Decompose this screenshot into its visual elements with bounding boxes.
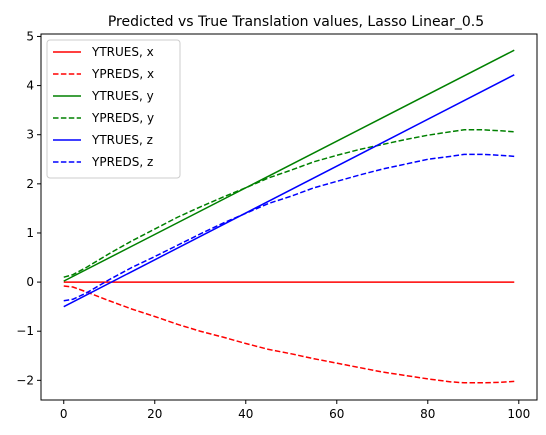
chart-title: Predicted vs True Translation values, La… — [108, 14, 484, 30]
x-tick-label: 100 — [507, 407, 530, 421]
legend-label: YPREDS, y — [91, 111, 154, 125]
x-axis-ticks: 0 20 40 60 80 100 — [60, 400, 530, 421]
y-tick-label: 5 — [26, 29, 34, 43]
legend-label: YTRUES, y — [91, 89, 154, 103]
x-tick-label: 0 — [60, 407, 68, 421]
x-tick-label: 60 — [329, 407, 344, 421]
series-line-4 — [63, 129, 515, 278]
series-line-6 — [63, 153, 515, 302]
y-tick-label: 3 — [26, 128, 34, 142]
y-tick-label: −1 — [16, 324, 34, 338]
y-tick-label: 1 — [26, 226, 34, 240]
x-tick-label: 80 — [420, 407, 435, 421]
legend-label: YTRUES, x — [91, 45, 154, 59]
y-tick-label: −2 — [16, 373, 34, 387]
y-tick-label: 2 — [26, 177, 34, 191]
legend-label: YPREDS, x — [91, 67, 154, 81]
legend: YTRUES, x YPREDS, x YTRUES, y YPREDS, y YTRU… — [46, 39, 181, 179]
series-line-5 — [63, 74, 515, 308]
legend-label: YPREDS, z — [91, 155, 153, 169]
plot-lines — [63, 49, 515, 384]
y-tick-label: 4 — [26, 79, 34, 93]
series-line-3 — [63, 49, 515, 282]
x-tick-label: 40 — [238, 407, 253, 421]
axes-frame — [40, 33, 538, 401]
x-tick-label: 20 — [147, 407, 162, 421]
y-axis-ticks: −2 −1 0 1 2 3 4 5 — [16, 29, 41, 387]
series-line-2 — [63, 285, 515, 384]
y-tick-label: 0 — [26, 275, 34, 289]
legend-label: YTRUES, z — [91, 133, 153, 147]
